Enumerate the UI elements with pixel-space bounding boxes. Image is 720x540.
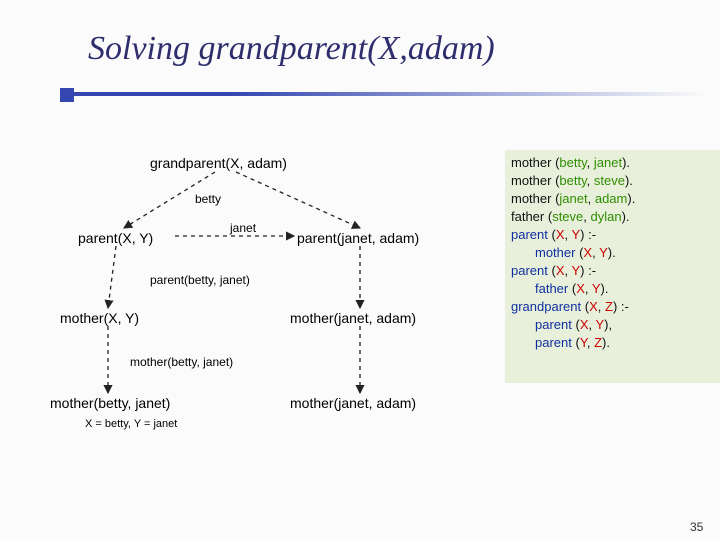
- node-mja: mother(janet, adam): [290, 310, 416, 326]
- node-mja2: mother(janet, adam): [290, 395, 416, 411]
- rule-body: father (X, Y).: [511, 280, 720, 298]
- fact-line: father (steve, dylan).: [511, 208, 720, 226]
- node-gp: grandparent(X, adam): [150, 155, 287, 171]
- edge-gp-pja: [236, 172, 360, 228]
- page-number: 35: [690, 520, 703, 534]
- edge-label-mjb: mother(betty, janet): [130, 355, 233, 369]
- edge-pxy-mxy: [108, 246, 116, 308]
- fact-line: mother (betty, janet).: [511, 154, 720, 172]
- node-pja: parent(janet, adam): [297, 230, 419, 246]
- node-mxy: mother(X, Y): [60, 310, 139, 326]
- facts-box: mother (betty, janet).mother (betty, ste…: [505, 150, 720, 383]
- slide: Solving grandparent(X,adam) grandparent(…: [0, 0, 720, 540]
- rule-head: grandparent (X, Z) :-: [511, 298, 720, 316]
- node-mbj: mother(betty, janet): [50, 395, 170, 411]
- edge-label-janet: janet: [230, 221, 256, 235]
- rule-head: parent (X, Y) :-: [511, 262, 720, 280]
- rule-body: parent (X, Y),: [511, 316, 720, 334]
- edge-label-betty: betty: [195, 192, 221, 206]
- rule-body: parent (Y, Z).: [511, 334, 720, 352]
- fact-line: mother (janet, adam).: [511, 190, 720, 208]
- node-sub: X = betty, Y = janet: [85, 418, 177, 430]
- node-pxy: parent(X, Y): [78, 230, 153, 246]
- edge-label-pbj: parent(betty, janet): [150, 273, 250, 287]
- rule-body: mother (X, Y).: [511, 244, 720, 262]
- fact-line: mother (betty, steve).: [511, 172, 720, 190]
- rule-head: parent (X, Y) :-: [511, 226, 720, 244]
